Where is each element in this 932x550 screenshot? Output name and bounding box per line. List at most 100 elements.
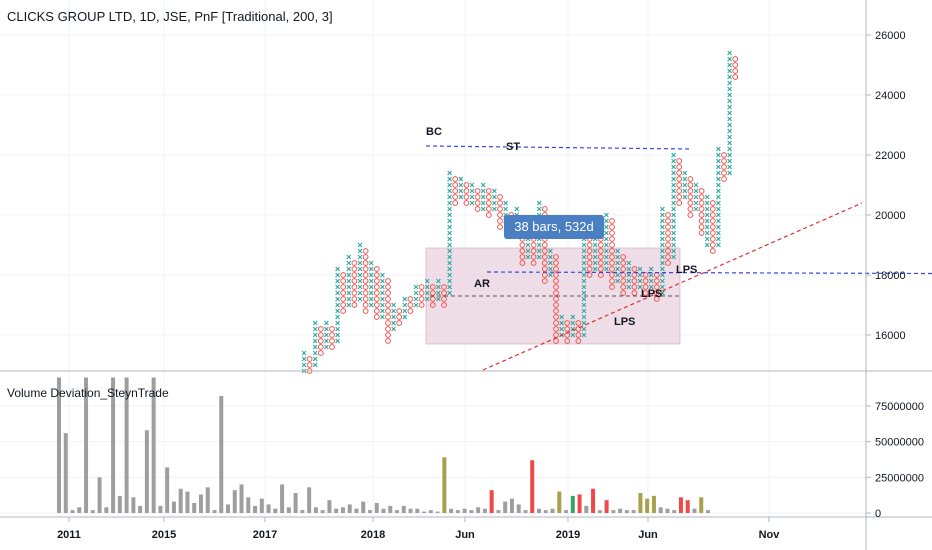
pnf-x-mark [604,218,609,224]
volume-bar [90,510,95,513]
pnf-x-mark [335,314,340,320]
y-tick-label: 16000 [875,330,906,342]
pnf-x-mark [312,356,318,362]
pnf-o-mark [665,242,671,248]
pnf-x-mark [671,188,676,194]
pnf-x-mark [626,272,632,278]
x-tick-label: Jun [455,529,475,541]
volume-bar [496,510,501,513]
pnf-x-mark [626,284,632,290]
pnf-o-mark [463,200,470,206]
pnf-x-mark [716,218,721,224]
volume-bar [503,501,508,513]
pnf-x-mark [469,188,475,194]
pnf-x-mark [604,242,609,248]
pnf-o-mark [709,236,716,242]
pnf-o-mark [709,206,716,212]
pnf-o-column [329,326,335,350]
pnf-o-column [373,266,380,320]
pnf-o-mark [317,338,324,344]
pnf-o-mark [519,248,526,254]
pnf-o-mark [541,206,548,212]
volume-bar [692,508,697,513]
volume-bar [570,495,575,513]
pnf-o-mark [441,290,447,296]
pnf-x-mark [671,206,676,212]
volume-bar [320,510,325,513]
pnf-o-mark [362,260,369,266]
pnf-x-mark [424,278,430,284]
pnf-o-mark [351,284,358,290]
volume-bar [618,508,623,513]
pnf-o-mark [597,254,604,260]
pnf-o-mark [631,266,638,272]
pnf-o-mark [519,260,526,266]
volume-bar [111,377,116,513]
pnf-x-mark [660,248,665,254]
pnf-x-mark [301,350,307,356]
pnf-o-mark [687,188,694,194]
pnf-x-mark [525,248,531,254]
pnf-x-mark [671,200,676,206]
volume-bar [449,508,454,513]
pnf-o-mark [553,278,559,284]
pnf-o-column [474,188,481,212]
pnf-x-mark [637,278,643,284]
pnf-x-mark [660,224,665,230]
pnf-x-mark [391,302,396,308]
pnf-o-mark [497,200,503,206]
pnf-o-mark [441,284,447,290]
volume-bar [631,510,636,513]
pnf-x-mark [704,242,710,248]
pnf-o-mark [351,296,358,302]
pnf-o-mark [642,278,649,284]
volume-bar [57,377,61,513]
pnf-x-mark [346,260,352,266]
pnf-o-mark [306,362,313,368]
pnf-x-mark [301,356,307,362]
pnf-x-mark [447,182,452,188]
pnf-o-mark [665,254,671,260]
pnf-x-mark [581,272,587,278]
pnf-o-mark [609,224,615,230]
pnf-x-column [492,188,497,212]
pnf-o-column [609,218,615,290]
pnf-x-mark [716,146,721,152]
volume-bar [259,498,264,513]
pnf-x-mark [648,272,654,278]
volume-bar [273,508,278,513]
pnf-o-mark [385,308,391,314]
volume-bar [442,457,447,513]
pnf-x-mark [592,254,598,260]
pnf-x-mark [301,362,307,368]
pnf-x-mark [368,296,374,302]
pnf-o-mark [530,254,537,260]
pnf-x-mark [447,224,452,230]
volume-bar [550,508,555,513]
pnf-o-mark [698,230,705,236]
volume-bar [334,508,339,513]
pnf-o-mark [564,320,571,326]
pnf-o-mark [709,242,716,248]
pnf-o-mark [586,272,593,278]
x-tick-label: 2018 [361,529,385,541]
pnf-x-mark [357,260,363,266]
pnf-x-mark [492,188,497,194]
pnf-o-mark [687,176,694,182]
pnf-x-mark [716,236,721,242]
pnf-o-mark [385,320,391,326]
pnf-x-mark [380,278,385,284]
pnf-o-mark [485,188,492,194]
pnf-x-mark [581,260,587,266]
volume-bar [395,510,400,513]
pnf-o-mark [452,182,459,188]
pnf-x-mark [335,296,340,302]
pnf-x-column [436,278,441,302]
pnf-x-mark [615,254,620,260]
pnf-o-mark [541,266,548,272]
pnf-x-mark [727,116,732,122]
pnf-x-mark [357,242,363,248]
pnf-o-mark [362,266,369,272]
volume-bar [138,505,143,513]
volume-bar [651,495,656,513]
